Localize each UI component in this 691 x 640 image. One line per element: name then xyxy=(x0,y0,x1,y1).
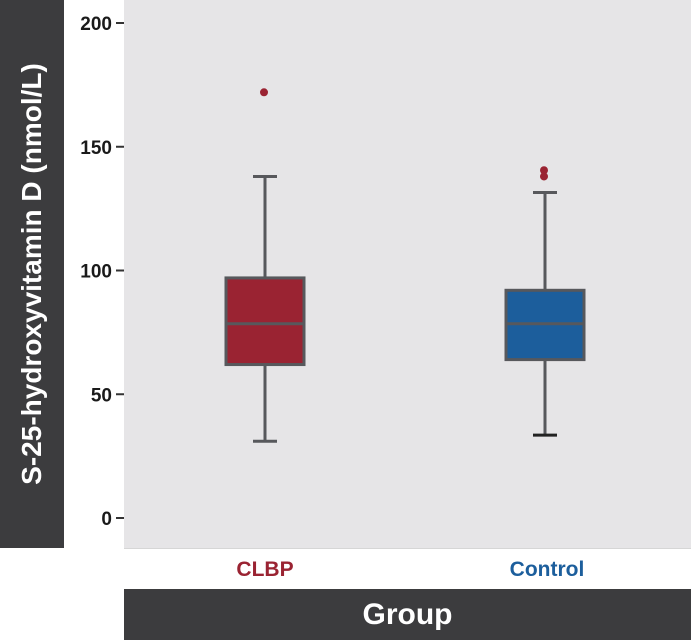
y-tick-label: 100 xyxy=(80,262,112,283)
outlier-point xyxy=(540,172,548,181)
y-tick-label: 50 xyxy=(91,385,112,406)
y-tick-label: 0 xyxy=(101,509,112,530)
x-category-label: CLBP xyxy=(236,558,293,581)
outlier-point xyxy=(540,166,548,175)
outlier-point xyxy=(260,88,268,97)
y-tick-label: 200 xyxy=(80,14,112,35)
x-axis-title: Group xyxy=(362,597,453,631)
iqr-box xyxy=(224,276,306,367)
plot-panel xyxy=(124,0,691,548)
y-axis-strip xyxy=(64,0,124,548)
x-category-label: Control xyxy=(510,558,585,581)
y-axis-title-bar: S-25-hydroxyvitamin D (nmol/L) xyxy=(0,0,64,548)
y-tick-label: 150 xyxy=(80,138,112,159)
x-axis-title-bar: Group xyxy=(124,589,691,640)
x-category-strip xyxy=(124,548,691,589)
